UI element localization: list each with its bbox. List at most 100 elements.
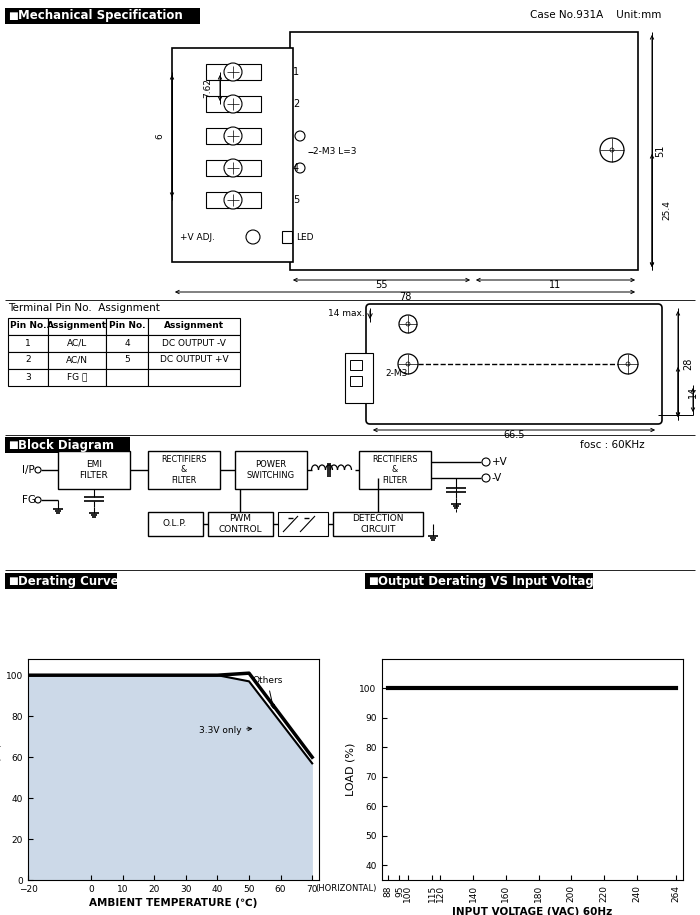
Text: 4: 4 (124, 339, 130, 348)
Bar (350, 376, 362, 386)
Circle shape (224, 159, 242, 177)
Text: 4: 4 (293, 163, 299, 173)
Bar (235, 451, 307, 489)
Text: 66.5: 66.5 (503, 430, 525, 440)
Text: ■: ■ (8, 576, 18, 586)
Bar (148, 352, 240, 369)
Text: +V: +V (492, 457, 508, 467)
Text: FG ⏚: FG ⏚ (66, 372, 88, 382)
Bar (106, 352, 148, 369)
Bar (48, 335, 106, 352)
Text: LED: LED (296, 232, 314, 242)
Bar (8, 369, 48, 386)
Text: O.L.P.: O.L.P. (163, 520, 187, 529)
Text: 14 max.: 14 max. (328, 308, 365, 318)
Text: RECTIFIERS
&
FILTER: RECTIFIERS & FILTER (161, 455, 206, 485)
Text: AC/L: AC/L (67, 339, 87, 348)
Circle shape (610, 148, 614, 152)
Text: 6: 6 (155, 133, 164, 139)
Bar (148, 318, 240, 335)
Text: 5: 5 (293, 195, 300, 205)
Text: Pin No.: Pin No. (108, 321, 146, 330)
Bar (148, 512, 203, 536)
Bar (206, 64, 261, 80)
Text: 1: 1 (293, 67, 299, 77)
Bar (206, 192, 261, 208)
Bar (5, 437, 130, 453)
Bar (8, 335, 48, 352)
Text: PWM
CONTROL: PWM CONTROL (218, 514, 262, 533)
Text: EMI
FILTER: EMI FILTER (80, 460, 108, 479)
Text: 7.62: 7.62 (204, 78, 213, 98)
Text: AC/N: AC/N (66, 356, 88, 364)
Circle shape (398, 354, 418, 374)
Circle shape (618, 354, 638, 374)
Text: Assignment: Assignment (47, 321, 107, 330)
Text: 28: 28 (683, 358, 693, 371)
Circle shape (246, 230, 260, 244)
X-axis label: AMBIENT TEMPERATURE (℃): AMBIENT TEMPERATURE (℃) (89, 899, 258, 909)
Y-axis label: LOAD (%): LOAD (%) (0, 743, 1, 796)
Text: 55: 55 (374, 280, 387, 290)
Bar (48, 318, 106, 335)
Polygon shape (28, 675, 312, 880)
Circle shape (482, 458, 490, 466)
Text: ■: ■ (368, 576, 378, 586)
Circle shape (406, 362, 410, 366)
Text: 1: 1 (25, 339, 31, 348)
Text: I/P: I/P (22, 465, 35, 475)
Text: Others: Others (252, 676, 283, 708)
Bar (5, 8, 200, 24)
Bar (290, 32, 638, 270)
Text: 78: 78 (399, 292, 411, 302)
Circle shape (600, 138, 624, 162)
Bar (206, 160, 261, 176)
Bar (345, 353, 373, 403)
Circle shape (224, 127, 242, 145)
Bar (365, 573, 593, 589)
Circle shape (482, 474, 490, 482)
Circle shape (224, 191, 242, 209)
Text: POWER
SWITCHING: POWER SWITCHING (247, 460, 295, 479)
Bar (8, 318, 48, 335)
Bar (8, 352, 48, 369)
Text: DETECTION
CIRCUIT: DETECTION CIRCUIT (352, 514, 404, 533)
Bar (282, 231, 292, 243)
Bar (148, 369, 240, 386)
Bar (206, 128, 261, 144)
Bar (58, 451, 130, 489)
Bar (106, 335, 148, 352)
X-axis label: INPUT VOLTAGE (VAC) 60Hz: INPUT VOLTAGE (VAC) 60Hz (452, 907, 612, 915)
Circle shape (399, 315, 417, 333)
Text: FG: FG (22, 495, 36, 505)
Bar (148, 335, 240, 352)
Bar (278, 512, 328, 536)
Bar (106, 318, 148, 335)
Circle shape (35, 497, 41, 503)
Text: Pin No.: Pin No. (10, 321, 46, 330)
Text: RECTIFIERS
&
FILTER: RECTIFIERS & FILTER (372, 455, 418, 485)
Bar (48, 369, 106, 386)
Text: 2-M3: 2-M3 (385, 369, 407, 378)
Bar (172, 48, 293, 262)
Text: Terminal Pin No.  Assignment: Terminal Pin No. Assignment (8, 303, 160, 313)
Bar (333, 512, 423, 536)
Text: Mechanical Specification: Mechanical Specification (18, 9, 183, 23)
Text: Case No.931A    Unit:mm: Case No.931A Unit:mm (530, 10, 662, 20)
Circle shape (35, 467, 41, 473)
Circle shape (224, 95, 242, 113)
Text: DC OUTPUT +V: DC OUTPUT +V (160, 356, 228, 364)
Text: DC OUTPUT -V: DC OUTPUT -V (162, 339, 226, 348)
Text: +V ADJ.: +V ADJ. (180, 232, 215, 242)
Circle shape (626, 362, 630, 366)
Circle shape (224, 63, 242, 81)
Text: (HORIZONTAL): (HORIZONTAL) (315, 884, 377, 893)
Text: 14: 14 (688, 386, 698, 398)
Text: 2: 2 (293, 99, 300, 109)
Bar (148, 451, 220, 489)
Text: 25.4: 25.4 (662, 200, 671, 220)
Text: Assignment: Assignment (164, 321, 224, 330)
Text: Output Derating VS Input Voltage: Output Derating VS Input Voltage (378, 575, 602, 587)
Y-axis label: LOAD (%): LOAD (%) (345, 743, 355, 796)
Text: Block Diagram: Block Diagram (18, 438, 114, 451)
